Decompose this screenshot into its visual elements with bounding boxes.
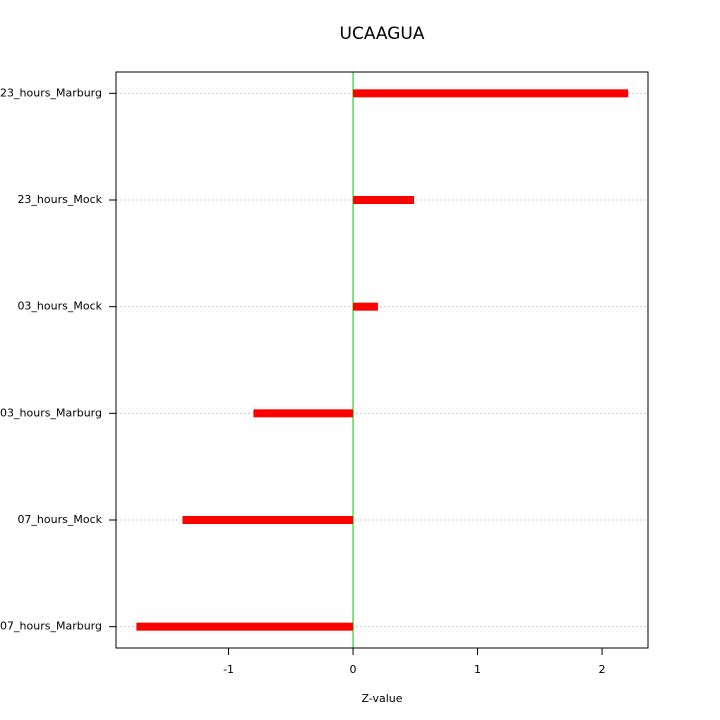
x-tick-label: -1 — [223, 663, 234, 676]
y-tick-label: 03_hours_Mock — [17, 300, 102, 313]
x-tick-label: 2 — [599, 663, 606, 676]
y-tick-label: 23_hours_Mock — [17, 193, 102, 206]
bar — [353, 196, 415, 204]
y-tick-label: 03_hours_Marburg — [0, 406, 102, 419]
plot-frame — [115, 71, 649, 649]
bar — [182, 516, 354, 524]
x-tick-label: 0 — [350, 663, 357, 676]
bar — [253, 409, 354, 418]
y-tick-label: 07_hours_Marburg — [0, 620, 102, 633]
bar — [353, 89, 629, 98]
x-axis-label: Z-value — [361, 692, 402, 705]
x-tick-label: 1 — [474, 663, 481, 676]
bar — [353, 302, 378, 311]
y-tick-label: 23_hours_Marburg — [0, 86, 102, 99]
bar — [136, 622, 354, 631]
chart-title: UCAAGUA — [340, 24, 425, 44]
y-tick-label: 07_hours_Mock — [17, 513, 102, 526]
